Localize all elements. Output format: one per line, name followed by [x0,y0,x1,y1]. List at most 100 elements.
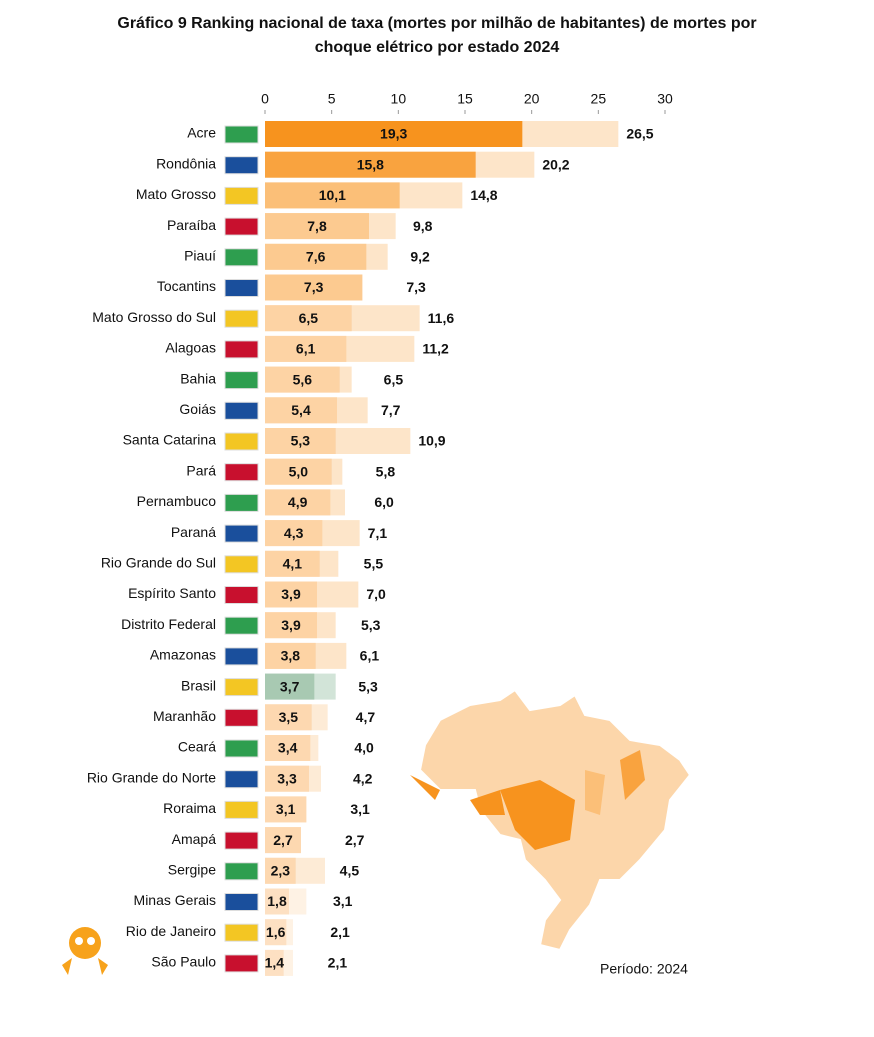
category-label: Espírito Santo [128,585,216,601]
bar [265,520,323,547]
value-label: 3,9 [281,617,301,633]
value-label: 4,1 [283,556,303,572]
flag [224,279,259,297]
value-label: 14,8 [470,187,497,203]
category-label: Santa Catarina [123,432,217,448]
bar [265,243,367,270]
x-tick-label: 0 [261,91,269,107]
value-label: 1,4 [265,955,285,971]
flag [224,862,259,881]
category-label: Brasil [181,677,216,693]
category-label: Minas Gerais [134,892,216,908]
value-label: 9,8 [413,218,433,234]
value-label: 4,5 [340,863,360,879]
value-label: 4,3 [284,525,304,541]
category-label: Acre [187,125,216,141]
value-label: 5,4 [291,402,311,418]
bar [265,796,307,823]
bar [265,550,320,577]
value-label: 10,1 [319,187,346,203]
bar [265,612,317,639]
flag [224,893,259,911]
bar [265,581,317,608]
category-label: Paraíba [167,217,216,233]
flag [224,770,259,789]
flag [224,463,259,482]
value-label: 3,1 [276,801,296,817]
x-tick-label: 20 [524,91,540,107]
map-region [585,770,605,815]
flag [224,739,259,758]
flag [224,708,259,727]
bar [265,765,309,792]
flag [224,555,259,574]
x-tick-label: 25 [591,91,607,107]
value-label: 6,0 [374,494,394,510]
chart-title: Gráfico 9 Ranking nacional de taxa (mort… [117,15,757,56]
value-label: 7,8 [307,218,327,234]
category-label: Rio Grande do Norte [87,769,216,785]
bar [265,458,332,485]
value-label: 5,3 [361,617,381,633]
flag [224,831,259,850]
value-label: 6,1 [296,341,316,357]
value-label: 5,5 [364,556,384,572]
flag [224,923,259,942]
category-label: Mato Grosso [136,186,216,202]
value-label: 5,6 [293,371,313,387]
bar [265,213,369,240]
value-label: 3,1 [350,801,370,817]
flag [224,524,259,543]
flag [224,401,259,420]
category-label: Ceará [178,739,216,755]
map-region [620,750,645,800]
bar [265,949,284,976]
value-label: 1,6 [266,924,286,940]
value-label: 7,6 [306,249,326,265]
x-tick-label: 15 [457,91,473,107]
flag [224,217,259,236]
value-label: 26,5 [626,126,653,142]
category-label: Bahia [180,370,216,386]
bar [265,366,340,393]
flag [224,186,259,205]
flag [224,954,259,973]
value-label: 7,3 [304,279,324,295]
value-label: 7,0 [366,586,386,602]
skull-icon [62,927,108,975]
value-label: 3,8 [281,648,301,664]
bar [265,121,523,147]
value-label: 5,3 [291,433,311,449]
bar [265,151,476,178]
bar [265,335,347,362]
flag [224,309,259,328]
category-label: Tocantins [157,278,216,294]
value-label: 15,8 [357,156,384,172]
bar [265,397,337,424]
flag [224,678,259,697]
map-region [470,790,505,815]
category-label: Rio de Janeiro [126,923,216,939]
bar [265,888,289,915]
value-label: 7,7 [381,402,401,418]
value-label: 11,2 [422,341,449,357]
category-label: Amazonas [150,647,216,663]
x-tick-label: 5 [328,91,336,107]
category-label: Amapá [172,831,217,847]
value-label: 4,9 [288,494,308,510]
map-region [410,775,440,800]
value-label: 2,7 [273,832,293,848]
value-label: 5,8 [376,463,396,479]
category-label: Rondônia [156,155,216,171]
value-label: 3,4 [278,740,298,756]
flag [224,800,259,819]
value-label: 4,7 [356,709,376,725]
category-label: Alagoas [165,340,216,356]
value-label: 3,9 [281,586,301,602]
value-label: 11,6 [428,310,455,326]
bar [265,673,315,700]
category-label: São Paulo [151,954,216,970]
value-label: 6,5 [299,310,319,326]
